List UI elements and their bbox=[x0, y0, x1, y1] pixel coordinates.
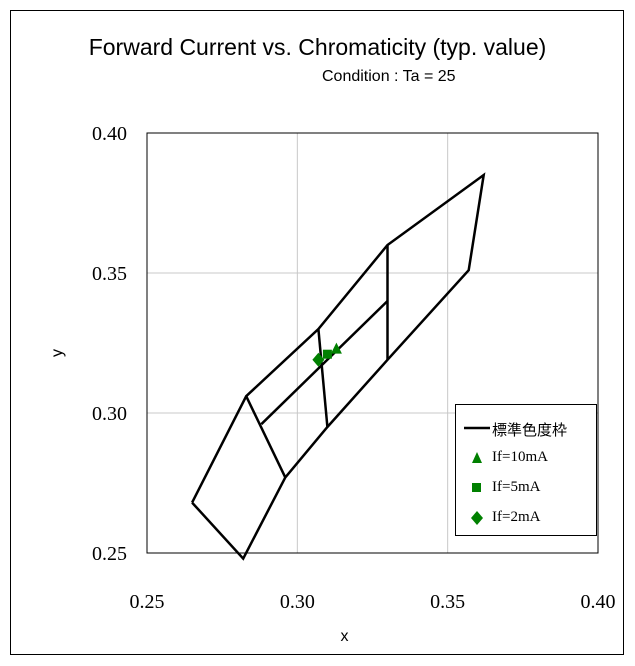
triangle-marker bbox=[330, 342, 342, 354]
legend: 標準色度枠 If=10mA If=5mA If=2mA bbox=[455, 404, 597, 536]
y-tick-label: 0.30 bbox=[92, 403, 127, 425]
plot-area bbox=[146, 132, 599, 554]
x-tick-label: 0.30 bbox=[280, 591, 315, 613]
chromaticity-frame-line bbox=[245, 395, 287, 478]
y-tick-label: 0.40 bbox=[92, 123, 127, 145]
square-marker bbox=[322, 349, 332, 359]
y-axis-label: y bbox=[49, 349, 66, 357]
triangle-marker-icon bbox=[472, 452, 482, 463]
chromaticity-frame-line bbox=[317, 328, 329, 428]
chart-frame bbox=[10, 10, 624, 655]
chromaticity-frame-line bbox=[260, 300, 389, 426]
legend-label-frame: 標準色度枠 bbox=[492, 423, 568, 439]
legend-label-2ma: If=2mA bbox=[492, 509, 541, 525]
y-tick-label: 0.35 bbox=[92, 263, 127, 285]
chromaticity-frame-line bbox=[190, 172, 486, 561]
legend-item-10ma: If=10mA bbox=[456, 447, 596, 469]
diamond-marker bbox=[312, 352, 325, 367]
x-tick-label: 0.35 bbox=[430, 591, 465, 613]
legend-label-5ma: If=5mA bbox=[492, 479, 541, 495]
legend-item-5ma: If=5mA bbox=[456, 477, 596, 499]
legend-label-10ma: If=10mA bbox=[492, 449, 548, 465]
x-tick-label: 0.40 bbox=[581, 591, 616, 613]
x-tick-label: 0.25 bbox=[130, 591, 165, 613]
legend-item-2ma: If=2mA bbox=[456, 507, 596, 529]
chart-title: Forward Current vs. Chromaticity (typ. v… bbox=[88, 34, 547, 60]
y-tick-label: 0.25 bbox=[92, 543, 127, 565]
line-swatch-icon bbox=[464, 426, 490, 430]
diamond-marker-icon bbox=[471, 511, 483, 525]
legend-item-frame: 標準色度枠 bbox=[456, 417, 596, 439]
x-axis-label: x bbox=[341, 628, 349, 645]
square-marker-icon bbox=[472, 483, 481, 492]
chart-subtitle: Condition : Ta = 25 bbox=[322, 68, 456, 85]
